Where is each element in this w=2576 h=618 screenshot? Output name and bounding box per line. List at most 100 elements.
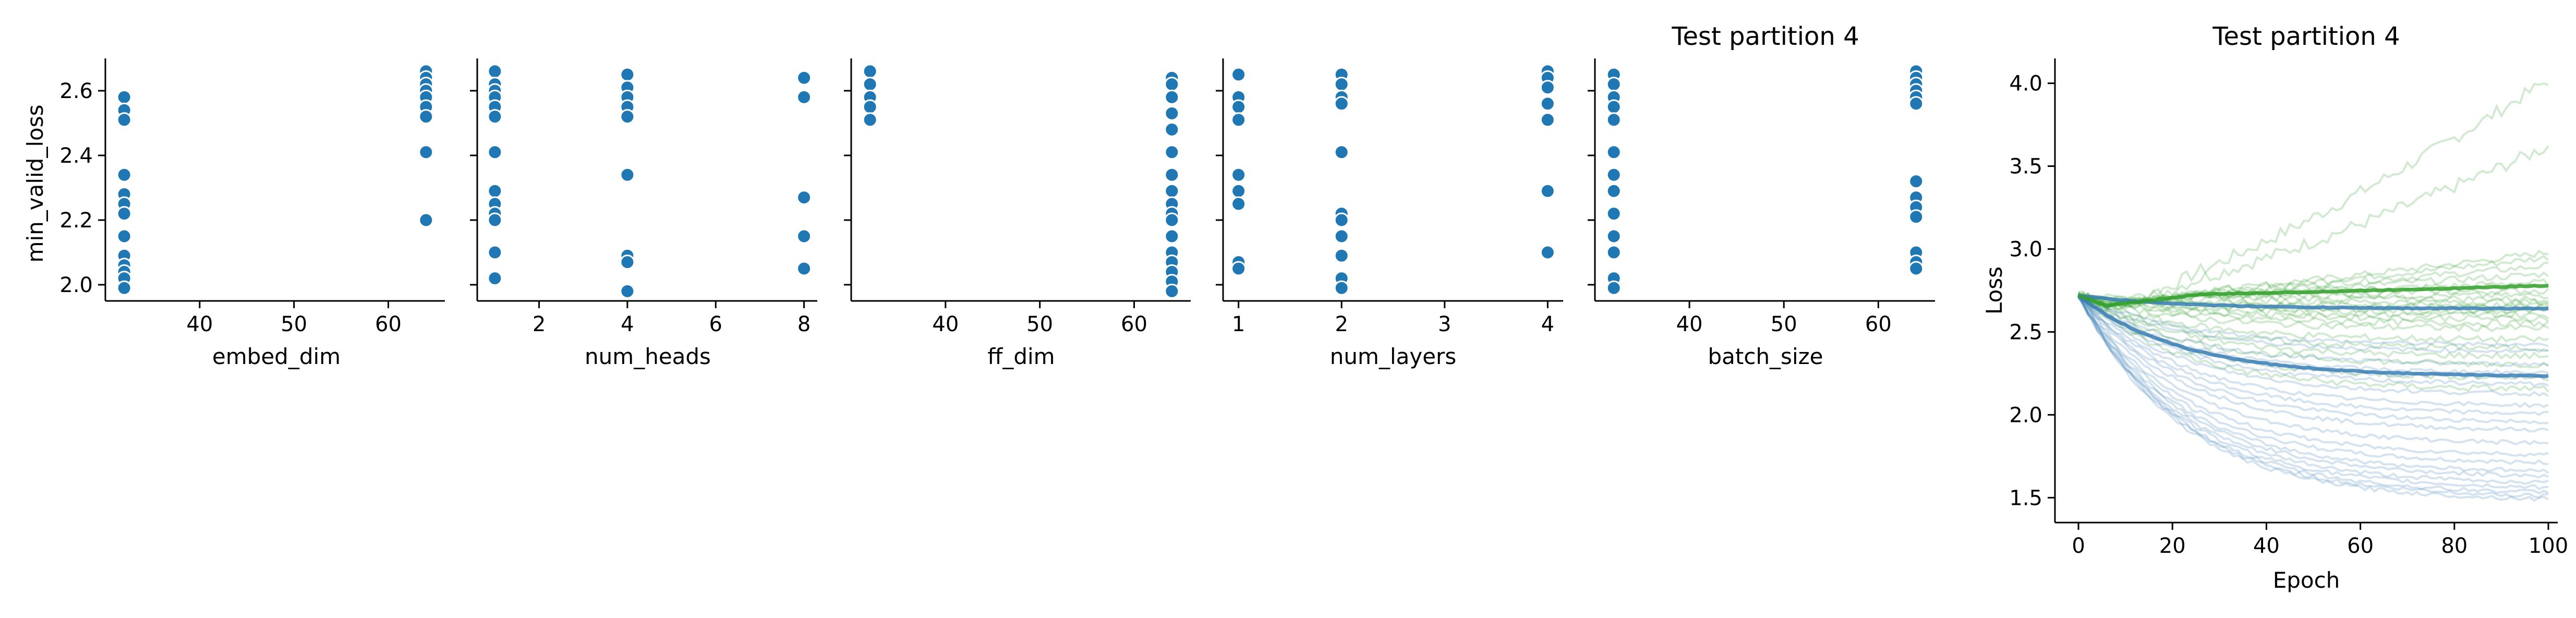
- x-tick-label: 100: [2529, 534, 2568, 558]
- y-tick-label: 2.6: [59, 79, 93, 103]
- loss-curve-blue: [2077, 296, 2549, 479]
- y-tick-label: 2.4: [59, 144, 93, 168]
- scatter-point: [418, 144, 434, 160]
- loss-curve-green: [2078, 294, 2549, 323]
- scatter-point: [1606, 144, 1622, 160]
- loss-curve-blue: [2078, 296, 2549, 408]
- y-tick-label: 3.0: [2009, 238, 2042, 262]
- x-tick-label: 80: [2441, 534, 2468, 558]
- x-axis-label: num_heads: [585, 344, 711, 369]
- axes: 40 50 60 2.0 2.2 2.4 2.6: [59, 58, 445, 336]
- panel-title: Test partition 4: [1671, 22, 1859, 51]
- scatter-point: [116, 206, 132, 222]
- scatter-point: [1164, 89, 1180, 105]
- x-axis-label: embed_dim: [212, 344, 341, 369]
- scatter-point: [1164, 77, 1180, 92]
- x-tick-label: 2: [1335, 312, 1348, 336]
- x-tick-label: 50: [281, 312, 307, 336]
- loss-curve-green: [2078, 145, 2549, 310]
- scatter-point: [796, 190, 812, 205]
- loss-curve-blue: [2077, 296, 2549, 387]
- x-axis-label: ff_dim: [987, 344, 1055, 369]
- scatter-point: [487, 144, 503, 160]
- x-tick-label: 6: [709, 312, 722, 336]
- scatter-point: [1606, 245, 1622, 260]
- axes: 1 2 3 4: [1216, 58, 1563, 336]
- scatter-point: [1334, 248, 1349, 263]
- scatter-point: [487, 183, 503, 199]
- scatter-point: [620, 109, 635, 125]
- scatter-point: [487, 271, 503, 286]
- panel-num-heads: 2 4 6 8 num_heads: [470, 58, 817, 369]
- loss-curve-green: [2077, 291, 2549, 307]
- loss-curve-blue: [2078, 293, 2549, 348]
- scatter-point: [1540, 96, 1555, 112]
- loss-lines: [2077, 82, 2549, 502]
- mean-curve-blue: [2077, 294, 2549, 378]
- y-axis-label: Loss: [1981, 266, 2007, 314]
- scatter-points: [1231, 64, 1555, 296]
- scatter-point: [1606, 167, 1622, 183]
- x-tick-label: 1: [1232, 312, 1245, 336]
- scatter-point: [1164, 167, 1180, 183]
- loss-curve-green: [2078, 291, 2549, 320]
- scatter-point: [1334, 77, 1349, 92]
- scatter-point: [1164, 212, 1180, 228]
- x-tick-label: 60: [1865, 312, 1892, 336]
- scatter-point: [620, 255, 635, 270]
- scatter-point: [1908, 174, 1924, 189]
- scatter-point: [1606, 206, 1622, 222]
- loss-curve-green: [2077, 293, 2549, 328]
- scatter-point: [1908, 209, 1924, 225]
- scatter-point: [1334, 212, 1349, 228]
- x-axis-label: Epoch: [2273, 567, 2340, 593]
- x-tick-label: 60: [2347, 534, 2374, 558]
- x-tick-label: 50: [1026, 312, 1053, 336]
- scatter-point: [487, 109, 503, 125]
- scatter-point: [1334, 144, 1349, 160]
- loss-curve-blue: [2077, 296, 2549, 474]
- scatter-point: [862, 99, 878, 115]
- scatter-point: [1606, 228, 1622, 244]
- x-tick-label: 40: [186, 312, 213, 336]
- scatter-point: [620, 67, 635, 82]
- loss-curve-blue: [2077, 297, 2549, 502]
- x-tick-label: 60: [375, 312, 402, 336]
- scatter-point: [1606, 77, 1622, 92]
- scatter-point: [1231, 261, 1247, 276]
- scatter-point: [1164, 144, 1180, 160]
- scatter-point: [796, 89, 812, 105]
- scatter-point: [1540, 80, 1555, 95]
- scatter-point: [1231, 196, 1247, 212]
- x-tick-label: 0: [2072, 534, 2085, 558]
- scatter-point: [1164, 283, 1180, 299]
- scatter-point: [1231, 167, 1247, 183]
- y-tick-label: 3.5: [2009, 155, 2042, 179]
- loss-curve-green: [2078, 294, 2549, 369]
- loss-curve-blue: [2077, 296, 2549, 490]
- panel-loss-curves: 0 20 40 60 80 100 1.5 2.0 2.5 3.0 3.5 4.0 Epoch Los…: [1981, 22, 2568, 593]
- scatter-point: [1164, 183, 1180, 199]
- x-tick-label: 2: [533, 312, 546, 336]
- x-tick-label: 40: [932, 312, 959, 336]
- loss-curve-blue: [2077, 294, 2549, 495]
- y-tick-label: 1.5: [2009, 486, 2042, 510]
- x-axis-label: batch_size: [1708, 344, 1823, 369]
- loss-curve-green: [2078, 294, 2549, 360]
- loss-curve-blue: [2077, 293, 2549, 416]
- loss-curve-green: [2077, 292, 2549, 344]
- scatter-point: [487, 245, 503, 260]
- loss-curve-green: [2077, 294, 2549, 393]
- scatter-points: [116, 64, 434, 296]
- scatter-point: [487, 212, 503, 228]
- scatter-points: [487, 64, 812, 299]
- scatter-point: [1908, 261, 1924, 276]
- x-tick-label: 20: [2159, 534, 2186, 558]
- scatter-point: [116, 167, 132, 183]
- scatter-point: [862, 77, 878, 92]
- scatter-point: [487, 64, 503, 79]
- scatter-point: [1540, 112, 1555, 128]
- axes: 0 20 40 60 80 100 1.5 2.0 2.5 3.0 3.5 4.0: [2009, 58, 2568, 558]
- scatter-point: [1164, 105, 1180, 121]
- loss-curve-green: [2078, 261, 2549, 310]
